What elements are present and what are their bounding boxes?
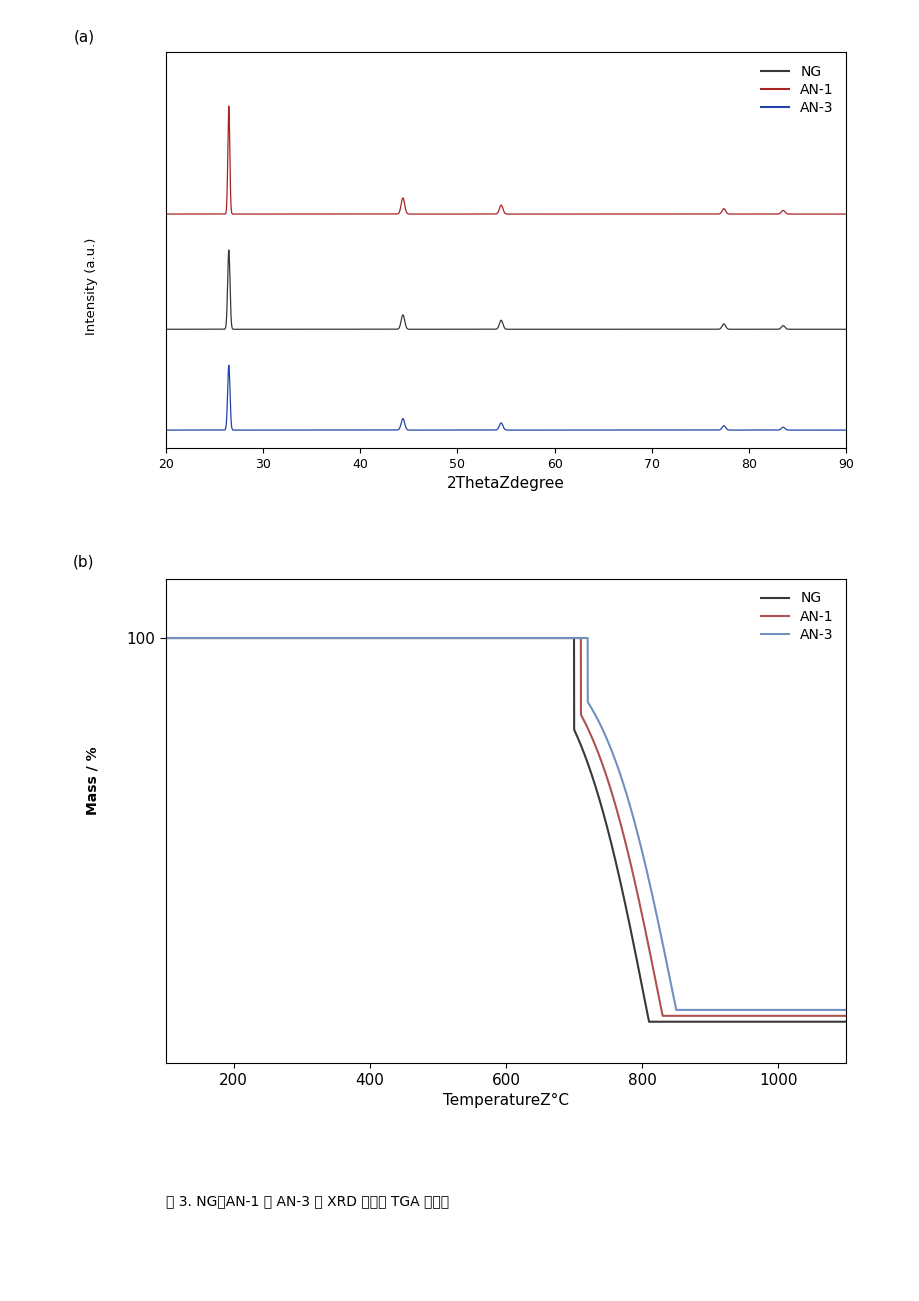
Line: AN-1: AN-1 (165, 637, 845, 1016)
NG (602, 321, 613, 337)
AN-1 (283, 630, 294, 645)
AN-3 (720, 1002, 731, 1017)
Line: NG: NG (165, 250, 845, 329)
AN-3 (840, 1002, 851, 1017)
AN-1 (568, 207, 579, 222)
AN-3 (602, 735, 613, 751)
Line: AN-1: AN-1 (165, 107, 845, 215)
AN-1 (602, 774, 613, 790)
AN-3 (283, 630, 294, 645)
NG (160, 630, 171, 645)
AN-3 (160, 630, 171, 645)
AN-1 (656, 1008, 667, 1024)
Line: AN-3: AN-3 (165, 366, 845, 431)
Text: (b): (b) (74, 554, 95, 570)
AN-1 (720, 1008, 731, 1024)
NG (840, 1013, 851, 1029)
AN-3 (568, 423, 579, 438)
AN-1 (840, 207, 851, 222)
AN-1 (420, 630, 431, 645)
AN-3 (667, 989, 678, 1004)
AN-3 (602, 423, 613, 438)
AN-3 (667, 423, 678, 438)
AN-3 (840, 423, 851, 438)
AN-3 (420, 423, 431, 438)
NG (667, 321, 678, 337)
Text: 图 3. NG、AN-1 和 AN-3 的 XRD 图谱和 TGA 图谱。: 图 3. NG、AN-1 和 AN-3 的 XRD 图谱和 TGA 图谱。 (165, 1194, 448, 1207)
NG (667, 1013, 678, 1029)
AN-1 (720, 203, 731, 219)
AN-1 (602, 207, 613, 222)
AN-1 (667, 207, 678, 222)
AN-3 (568, 630, 579, 645)
AN-3 (720, 419, 731, 435)
AN-1 (284, 207, 295, 222)
Line: AN-3: AN-3 (165, 637, 845, 1010)
AN-3 (160, 423, 171, 438)
NG (160, 321, 171, 337)
NG (284, 321, 295, 337)
AN-1 (568, 630, 579, 645)
Text: Intensity (a.u.): Intensity (a.u.) (85, 238, 98, 334)
X-axis label: TemperatureZ°C: TemperatureZ°C (443, 1093, 568, 1108)
Legend: NG, AN-1, AN-3: NG, AN-1, AN-3 (755, 59, 838, 121)
NG (568, 321, 579, 337)
NG (420, 630, 431, 645)
AN-1 (420, 207, 431, 222)
Line: NG: NG (165, 637, 845, 1021)
Text: (a): (a) (74, 29, 95, 44)
AN-1 (223, 99, 234, 114)
Legend: NG, AN-1, AN-3: NG, AN-1, AN-3 (755, 585, 838, 648)
NG (643, 1013, 654, 1029)
NG (283, 630, 294, 645)
NG (720, 317, 731, 333)
NG (840, 321, 851, 337)
NG (223, 242, 234, 258)
AN-1 (667, 1008, 678, 1024)
NG (720, 1013, 731, 1029)
AN-3 (420, 630, 431, 645)
AN-3 (223, 358, 234, 373)
AN-3 (284, 423, 295, 438)
X-axis label: 2ThetaZdegree: 2ThetaZdegree (447, 476, 564, 492)
NG (568, 630, 579, 645)
AN-3 (670, 1002, 681, 1017)
AN-1 (160, 630, 171, 645)
NG (602, 824, 613, 839)
AN-1 (840, 1008, 851, 1024)
NG (420, 321, 431, 337)
Text: Mass / %: Mass / % (85, 747, 99, 814)
AN-1 (160, 207, 171, 222)
